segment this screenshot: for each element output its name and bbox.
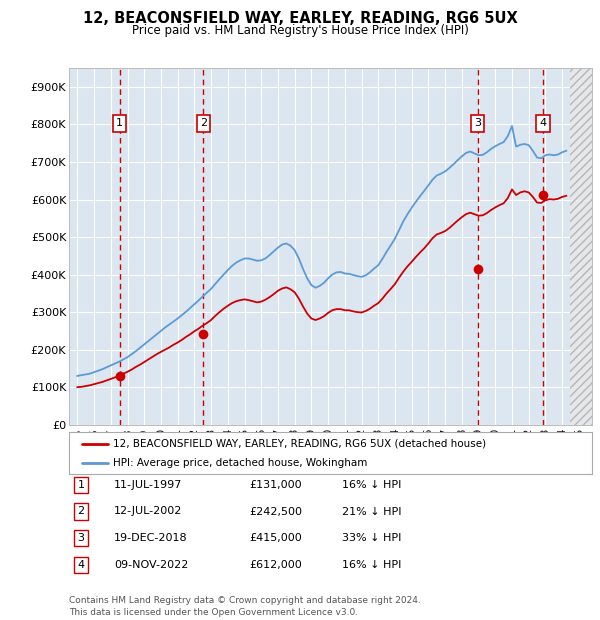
Text: 11-JUL-1997: 11-JUL-1997	[114, 480, 182, 490]
Text: Price paid vs. HM Land Registry's House Price Index (HPI): Price paid vs. HM Land Registry's House …	[131, 24, 469, 37]
Text: 3: 3	[475, 118, 481, 128]
Text: 2: 2	[77, 507, 85, 516]
Text: Contains HM Land Registry data © Crown copyright and database right 2024.
This d: Contains HM Land Registry data © Crown c…	[69, 596, 421, 617]
Bar	[571, 68, 592, 425]
Text: 16% ↓ HPI: 16% ↓ HPI	[342, 560, 401, 570]
Text: 3: 3	[77, 533, 85, 543]
Text: 4: 4	[539, 118, 547, 128]
Text: 09-NOV-2022: 09-NOV-2022	[114, 560, 188, 570]
Text: £242,500: £242,500	[249, 507, 302, 516]
Text: £415,000: £415,000	[249, 533, 302, 543]
Text: 16% ↓ HPI: 16% ↓ HPI	[342, 480, 401, 490]
Text: £131,000: £131,000	[249, 480, 302, 490]
Text: 33% ↓ HPI: 33% ↓ HPI	[342, 533, 401, 543]
Text: 1: 1	[116, 118, 123, 128]
Text: 4: 4	[77, 560, 85, 570]
Text: £612,000: £612,000	[249, 560, 302, 570]
Text: 19-DEC-2018: 19-DEC-2018	[114, 533, 188, 543]
Text: 21% ↓ HPI: 21% ↓ HPI	[342, 507, 401, 516]
Text: 12, BEACONSFIELD WAY, EARLEY, READING, RG6 5UX: 12, BEACONSFIELD WAY, EARLEY, READING, R…	[83, 11, 517, 26]
Text: HPI: Average price, detached house, Wokingham: HPI: Average price, detached house, Woki…	[113, 458, 368, 468]
Text: 12, BEACONSFIELD WAY, EARLEY, READING, RG6 5UX (detached house): 12, BEACONSFIELD WAY, EARLEY, READING, R…	[113, 438, 487, 448]
Text: 2: 2	[200, 118, 207, 128]
Text: 1: 1	[77, 480, 85, 490]
Text: 12-JUL-2002: 12-JUL-2002	[114, 507, 182, 516]
